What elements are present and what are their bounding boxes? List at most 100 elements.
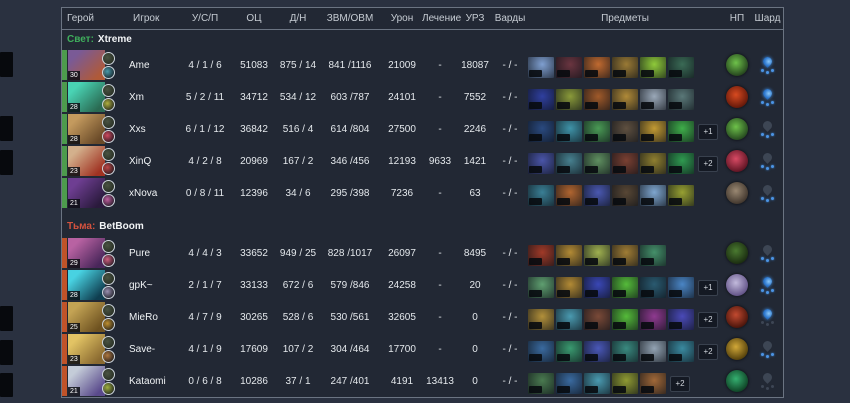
kda-value: 4 / 4 / 3 xyxy=(188,247,222,259)
healing-value: - xyxy=(438,343,442,355)
hero-cell: 28 xyxy=(62,81,128,113)
player-name[interactable]: Xm xyxy=(129,91,144,103)
wards-value: - / - xyxy=(502,91,518,103)
neutral-item-cell xyxy=(722,86,752,108)
items-list xyxy=(528,81,722,113)
player-name[interactable]: Pure xyxy=(129,247,151,259)
item-icon xyxy=(584,309,610,330)
kda-value: 2 / 1 / 7 xyxy=(188,279,222,291)
hero-portrait[interactable]: 28 xyxy=(68,270,105,300)
hero-modifiers xyxy=(102,51,115,79)
hero-cell: 28 xyxy=(62,269,128,301)
hero-portrait[interactable]: 23 xyxy=(68,334,105,364)
item-timer-badge xyxy=(613,102,626,109)
networth-value: 36842 xyxy=(240,123,268,135)
neutral-item-cell xyxy=(722,118,752,140)
item-timer-badge xyxy=(669,166,682,173)
hero-cell: 23 xyxy=(62,145,128,177)
team-name[interactable]: BetBoom xyxy=(99,221,144,232)
items-list: +2 xyxy=(528,301,722,333)
item-timer-badge xyxy=(529,198,542,205)
item-icon xyxy=(556,153,582,174)
scepter-icon xyxy=(761,86,774,100)
items-list: +1 xyxy=(528,113,722,145)
item-icon xyxy=(640,373,666,394)
extra-items-badge: +2 xyxy=(698,343,718,360)
hero-variant-icon xyxy=(102,239,115,253)
player-name[interactable]: XinQ xyxy=(129,155,152,167)
item-icon xyxy=(528,57,554,78)
hero-portrait[interactable]: 21 xyxy=(68,366,105,396)
col-header-player: Игрок xyxy=(133,13,160,24)
items-list: +2 xyxy=(528,145,722,177)
lasthits-denies-value: 34 / 6 xyxy=(285,187,311,199)
cropped-thumbnail xyxy=(0,306,13,331)
player-row: 23 Save- 4 / 1 / 9 17609 107 / 2 304 /46… xyxy=(62,333,783,365)
col-header-shard: Шард xyxy=(754,13,781,24)
item-timer-badge xyxy=(529,354,542,361)
scepter-icon xyxy=(761,118,774,132)
player-row: 28 Xxs 6 / 1 / 12 36842 516 / 4 614 /804… xyxy=(62,113,783,145)
lasthits-denies-value: 875 / 14 xyxy=(279,59,317,71)
hero-variant-icon xyxy=(102,51,115,65)
healing-value: - xyxy=(438,279,442,291)
shard-icon xyxy=(761,384,774,390)
player-name[interactable]: Ame xyxy=(129,59,150,71)
item-icon xyxy=(612,153,638,174)
networth-value: 34712 xyxy=(240,91,268,103)
hero-level-badge: 21 xyxy=(68,199,80,208)
hero-portrait[interactable]: 21 xyxy=(68,178,105,208)
item-icon xyxy=(668,277,694,298)
scoreboard-header: Герой Игрок У/С/П ОЦ Д/Н ЗВМ/ОВМ Урон Ле… xyxy=(62,8,783,30)
hero-modifiers xyxy=(102,179,115,207)
kda-value: 6 / 1 / 12 xyxy=(185,123,225,135)
extra-items-badge: +2 xyxy=(698,311,718,328)
item-icon xyxy=(584,57,610,78)
shard-icon xyxy=(761,164,774,170)
item-timer-badge xyxy=(669,102,682,109)
item-timer-badge xyxy=(585,198,598,205)
hero-portrait[interactable]: 30 xyxy=(68,50,105,80)
hero-variant-icon xyxy=(102,271,115,285)
lasthits-denies-value: 516 / 4 xyxy=(282,123,314,135)
kda-value: 5 / 2 / 11 xyxy=(185,91,225,103)
item-icon xyxy=(612,185,638,206)
scepter-icon xyxy=(761,54,774,68)
hero-portrait[interactable]: 28 xyxy=(68,114,105,144)
neutral-item-icon xyxy=(726,86,748,108)
col-header-items: Предметы xyxy=(601,13,649,24)
aghanim-status xyxy=(752,182,783,202)
hero-level-badge: 29 xyxy=(68,259,80,268)
kda-value: 0 / 8 / 11 xyxy=(185,187,225,199)
hero-portrait[interactable]: 29 xyxy=(68,238,105,268)
hero-portrait[interactable]: 28 xyxy=(68,82,105,112)
player-name[interactable]: Xxs xyxy=(129,123,146,135)
aghanim-status xyxy=(752,242,783,262)
item-timer-badge xyxy=(669,70,682,77)
gpm-xpm-value: 295 /398 xyxy=(330,187,370,199)
building-damage-value: 0 xyxy=(472,375,478,387)
item-timer-badge xyxy=(529,70,542,77)
player-name[interactable]: gpK~ xyxy=(129,279,153,291)
damage-value: 4191 xyxy=(390,375,414,387)
hero-facet-icon xyxy=(102,193,115,207)
items-list: +2 xyxy=(528,365,722,397)
item-icon xyxy=(612,277,638,298)
item-icon xyxy=(528,121,554,142)
player-name[interactable]: MieRo xyxy=(129,311,158,323)
player-name[interactable]: Save- xyxy=(129,343,156,355)
hero-level-badge: 25 xyxy=(68,323,80,332)
neutral-item-cell xyxy=(722,182,752,204)
item-icon xyxy=(528,373,554,394)
neutral-item-cell xyxy=(722,150,752,172)
item-timer-badge xyxy=(669,354,682,361)
shard-icon xyxy=(761,352,774,358)
player-name[interactable]: xNova xyxy=(129,187,158,199)
team-side-label: Свет: xyxy=(67,34,94,45)
hero-portrait[interactable]: 25 xyxy=(68,302,105,332)
player-name[interactable]: Kataomi xyxy=(129,375,166,387)
hero-portrait[interactable]: 23 xyxy=(68,146,105,176)
team-name[interactable]: Xtreme xyxy=(97,34,132,45)
networth-value: 17609 xyxy=(240,343,268,355)
item-timer-badge xyxy=(669,198,682,205)
